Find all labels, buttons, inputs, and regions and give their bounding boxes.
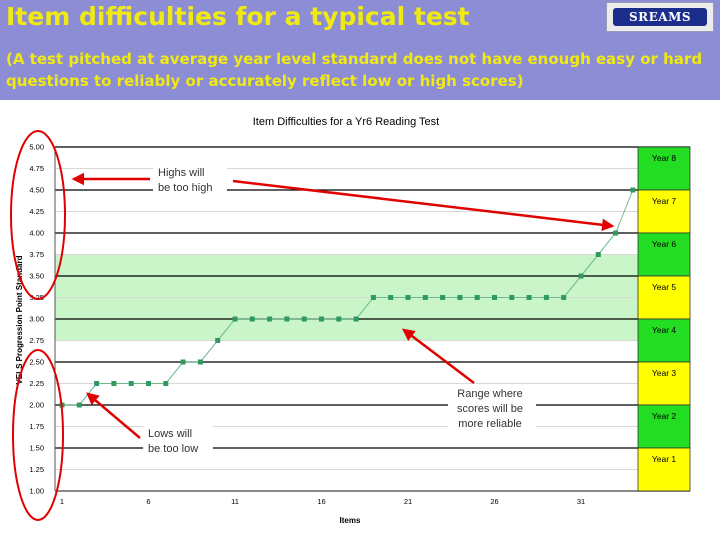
highs-callout-text: Highs will: [158, 167, 204, 179]
series-line: [62, 189, 634, 406]
y-tick-label: 2.00: [29, 401, 44, 410]
slide-header: Item difficulties for a typical test (A …: [0, 0, 720, 100]
y-tick-label: 1.00: [29, 487, 44, 496]
range-callout-text: scores will be: [457, 403, 523, 415]
year-band: [637, 146, 691, 191]
year-band-label: Year 7: [652, 196, 677, 206]
data-point: [146, 381, 151, 386]
data-point: [284, 316, 290, 322]
year-band-label: Year 4: [652, 325, 677, 335]
x-tick-label: 16: [317, 497, 325, 506]
data-point: [630, 187, 636, 193]
logo-text: SREAMS: [613, 8, 707, 26]
data-point: [94, 381, 100, 386]
x-tick-label: 26: [490, 497, 498, 506]
y-tick-label: 1.75: [29, 422, 44, 431]
data-point: [267, 316, 273, 322]
data-point: [163, 381, 169, 386]
y-tick-label: 4.00: [29, 229, 44, 238]
data-point: [457, 295, 463, 300]
year-band-label: Year 3: [652, 368, 677, 378]
y-tick-label: 2.75: [29, 336, 44, 345]
y-tick-label: 2.50: [29, 358, 44, 367]
x-tick-label: 21: [404, 497, 412, 506]
data-point: [215, 338, 221, 343]
y-tick-label: 3.75: [29, 250, 44, 259]
highs-callout-text: be too high: [158, 182, 212, 194]
data-point: [336, 316, 342, 322]
data-point: [440, 295, 446, 300]
x-axis-label: Items: [340, 516, 361, 525]
data-point: [370, 295, 376, 300]
data-point: [232, 316, 238, 322]
data-point: [301, 316, 307, 322]
slide-title: Item difficulties for a typical test: [6, 2, 470, 31]
data-point: [613, 230, 619, 236]
x-tick-label: 6: [146, 497, 150, 506]
y-tick-label: 4.75: [29, 164, 44, 173]
year-band: [637, 189, 691, 234]
slide-subtitle: (A test pitched at average year level st…: [6, 50, 703, 90]
y-tick-label: 3.00: [29, 315, 44, 324]
highs-callout-box: [153, 164, 227, 198]
year-band: [637, 232, 691, 277]
data-point: [578, 273, 584, 279]
year-band: [637, 447, 691, 492]
range-callout-text: Range where: [457, 388, 522, 400]
highs-right-arrow: [232, 179, 615, 232]
lows-arrow: [86, 392, 141, 439]
data-point: [526, 295, 532, 300]
data-point: [353, 316, 359, 322]
year-band: [637, 318, 691, 363]
lows-callout-text: be too low: [148, 443, 198, 455]
chart-title: Item Difficulties for a Yr6 Reading Test: [253, 116, 439, 128]
year-band-label: Year 8: [652, 153, 677, 163]
item-difficulty-chart: Item Difficulties for a Yr6 Reading Test…: [10, 116, 691, 525]
data-point: [111, 381, 117, 386]
x-tick-label: 31: [577, 497, 585, 506]
data-point: [561, 295, 567, 300]
y-tick-label: 1.50: [29, 444, 44, 453]
range-callout-box: [448, 385, 536, 435]
range-callout-text: more reliable: [458, 418, 522, 430]
data-point: [197, 359, 203, 365]
y-tick-label: 1.25: [29, 465, 44, 474]
y-tick-label: 3.50: [29, 272, 44, 281]
data-point: [405, 295, 411, 300]
data-point: [543, 295, 549, 300]
y-tick-label: 4.25: [29, 207, 44, 216]
y-tick-label: 4.50: [29, 186, 44, 195]
data-point: [128, 381, 134, 386]
year-band-label: Year 2: [652, 411, 677, 421]
x-tick-label: 1: [60, 497, 64, 506]
data-point: [422, 295, 428, 300]
year-band: [637, 404, 691, 449]
data-point: [249, 316, 255, 322]
year-band: [637, 275, 691, 320]
x-tick-label: 11: [231, 497, 239, 506]
lows-callout-box: [143, 425, 213, 459]
data-point: [509, 295, 515, 300]
data-point: [474, 295, 480, 300]
low-scores-ellipse: [12, 349, 64, 521]
data-point: [76, 402, 82, 408]
y-tick-label: 2.25: [29, 379, 44, 388]
range-arrow: [402, 328, 475, 384]
year-band-label: Year 1: [652, 454, 677, 464]
year-band: [637, 361, 691, 406]
data-point: [595, 252, 601, 257]
y-axis-label: VELS Progression Point Standard: [15, 255, 24, 384]
high-scores-ellipse: [10, 130, 66, 300]
year-band-label: Year 5: [652, 282, 677, 292]
sreams-logo: SREAMS: [606, 2, 714, 32]
year-band-label: Year 6: [652, 239, 677, 249]
data-point: [319, 316, 324, 322]
data-point: [180, 359, 186, 365]
y-tick-label: 3.25: [29, 293, 44, 302]
lows-callout-text: Lows will: [148, 428, 192, 440]
data-point: [388, 295, 394, 300]
y-tick-label: 5.00: [29, 143, 44, 152]
data-point: [492, 295, 497, 300]
